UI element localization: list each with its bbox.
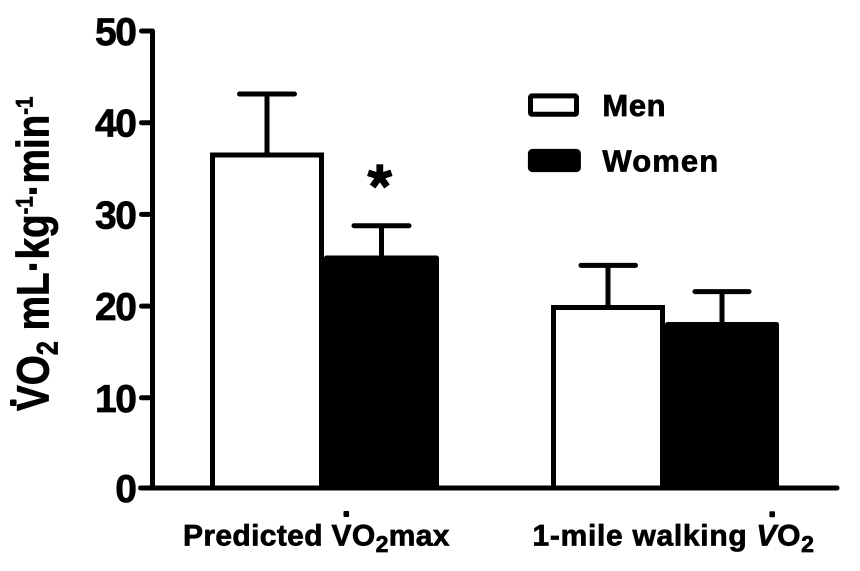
- svg-text:VO2 mL·kg-1·min-1: VO2 mL·kg-1·min-1: [8, 97, 64, 411]
- svg-text:1-mile walking VO2: 1-mile walking VO2: [533, 520, 815, 557]
- svg-text:Men: Men: [602, 88, 666, 123]
- svg-text:40: 40: [95, 103, 137, 146]
- svg-text:50: 50: [95, 11, 137, 54]
- svg-text:20: 20: [95, 286, 137, 329]
- svg-text:10: 10: [95, 378, 137, 421]
- svg-text:0: 0: [115, 468, 137, 511]
- svg-text:Predicted VO2max: Predicted VO2max: [183, 520, 450, 557]
- svg-text:Women: Women: [602, 144, 719, 179]
- svg-text:30: 30: [95, 194, 137, 237]
